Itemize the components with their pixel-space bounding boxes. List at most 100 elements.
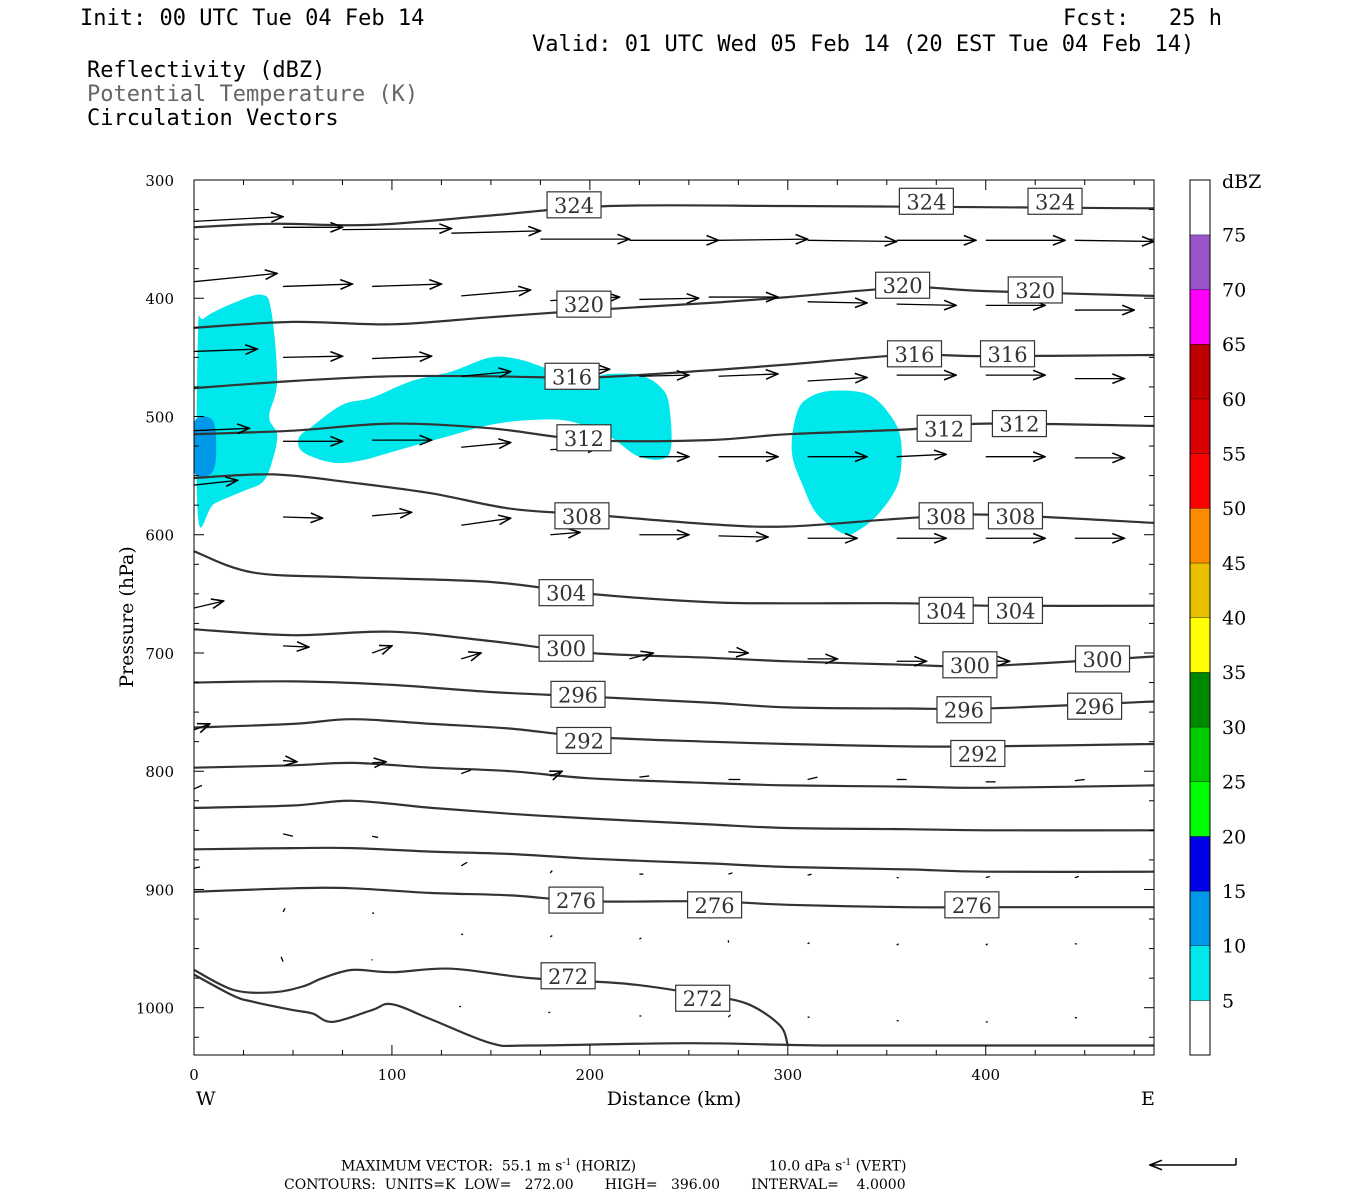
circulation-vector xyxy=(639,937,642,940)
contour-label: 300 xyxy=(1082,648,1122,672)
colorbar-bin xyxy=(1190,672,1210,727)
theta-contour-324 xyxy=(194,204,1154,229)
colorbar-bin xyxy=(1190,453,1210,509)
circulation-vector xyxy=(718,374,778,376)
y-tick-label: 900 xyxy=(145,881,174,899)
contour-info: CONTOURS: UNITS=K LOW= 272.00 HIGH= 396.… xyxy=(284,1177,906,1193)
circulation-vector xyxy=(451,231,540,233)
circulation-vector xyxy=(461,290,530,297)
valid-time: Valid: 01 UTC Wed 05 Feb 14 (20 EST Tue … xyxy=(532,32,1195,57)
reflectivity-area xyxy=(297,356,672,464)
circulation-vector xyxy=(372,512,412,516)
circulation-vector xyxy=(718,239,808,240)
contour-label: 272 xyxy=(683,987,723,1011)
circulation-vector xyxy=(461,372,510,377)
theta-contour-292 xyxy=(194,718,1154,748)
contour-label: 312 xyxy=(564,427,604,451)
colorbar-bin xyxy=(1190,890,1210,946)
colorbar-unit: dBZ xyxy=(1222,171,1261,193)
axes: 300 400 500 600 700 800 900 1000 0 100 200 300 400 xyxy=(136,172,1154,1084)
theta-contours xyxy=(194,204,1154,1048)
circulation-vector xyxy=(461,518,510,526)
circulation-vector xyxy=(461,653,481,659)
y-axis-title: Pressure (hPa) xyxy=(116,546,138,688)
theta-contour-272 xyxy=(194,967,789,1046)
colorbar-label: 65 xyxy=(1222,334,1246,356)
contour-label-box xyxy=(987,502,1044,530)
circulation-vector xyxy=(372,356,431,358)
y-tick-label: 700 xyxy=(145,645,174,663)
circulation-vector xyxy=(194,601,224,608)
circulation-vector xyxy=(283,284,352,286)
x-tick-label: 300 xyxy=(773,1066,802,1084)
colorbar-bin xyxy=(1190,617,1210,673)
contour-label: 292 xyxy=(958,742,998,766)
contour-label: 276 xyxy=(952,894,992,918)
contour-label-box xyxy=(936,696,992,724)
plot-frame xyxy=(193,179,1155,1056)
contour-label: 304 xyxy=(546,582,586,606)
contour-label-box xyxy=(538,634,594,662)
colorbar-label: 50 xyxy=(1222,498,1246,520)
y-tick-label: 400 xyxy=(145,290,174,308)
colorbar-bin xyxy=(1190,234,1210,290)
contour-label-box xyxy=(1074,645,1131,673)
contour-label: 316 xyxy=(552,365,592,389)
circulation-vector xyxy=(1074,1016,1078,1019)
contour-label: 296 xyxy=(558,683,598,707)
circulation-vector xyxy=(549,870,553,874)
contour-label-box xyxy=(987,596,1044,625)
contour-label-box xyxy=(554,502,610,530)
circulation-vector xyxy=(549,935,553,938)
colorbar-frame xyxy=(1189,179,1211,1056)
theta-contour-284 xyxy=(194,799,1154,832)
colorbar-label: 55 xyxy=(1222,443,1246,465)
contour-label: 300 xyxy=(546,637,586,661)
colorbar-bin xyxy=(1190,836,1210,891)
circulation-vector xyxy=(807,776,818,781)
x-tick-label: 400 xyxy=(971,1066,1000,1084)
colorbar-bin xyxy=(1190,1000,1210,1055)
circulation-vector xyxy=(639,298,698,299)
circulation-vector xyxy=(550,532,580,534)
contour-label-box xyxy=(918,596,974,625)
colorbar-bin xyxy=(1190,289,1210,345)
theta-contour-320 xyxy=(194,286,1154,329)
max-vector-horiz: MAXIMUM VECTOR: 55.1 m s-1 (HORIZ) xyxy=(341,1158,637,1175)
theta-contour-276 xyxy=(194,886,1154,909)
theta-contour-316 xyxy=(194,353,1154,390)
field-label-vectors: Circulation Vectors xyxy=(87,106,339,131)
circulation-vector xyxy=(460,769,472,775)
contour-label: 324 xyxy=(906,190,946,214)
circulation-vector xyxy=(194,217,283,222)
colorbar-bin xyxy=(1190,344,1210,399)
colorbar-label: 5 xyxy=(1222,990,1234,1012)
circulation-vector xyxy=(896,943,899,946)
circulation-vector xyxy=(807,302,867,303)
y-tick-label: 500 xyxy=(145,408,174,426)
contour-label-box xyxy=(944,891,1000,919)
contour-label: 304 xyxy=(995,599,1035,623)
circulation-vector xyxy=(629,653,653,659)
colorbar-label: 75 xyxy=(1222,225,1246,247)
contour-label-box xyxy=(886,340,943,368)
contour-label-box xyxy=(686,891,743,919)
y-tick-label: 1000 xyxy=(136,1000,174,1018)
circulation-vector xyxy=(896,304,956,305)
circulation-vector xyxy=(283,646,309,647)
colorbar-label: 60 xyxy=(1222,389,1246,411)
circulation-vectors xyxy=(194,217,1154,1023)
reflectivity-area xyxy=(194,416,217,477)
circulation-vector xyxy=(372,284,441,286)
circulation-vector xyxy=(342,228,451,229)
colorbar-label: 45 xyxy=(1222,553,1246,575)
x-tick-label: 0 xyxy=(189,1066,199,1084)
colorbar-label: 30 xyxy=(1222,717,1246,739)
max-vector-vert: 10.0 dPa s-1 (VERT) xyxy=(769,1158,907,1175)
contour-label: 308 xyxy=(562,505,602,529)
contour-label: 304 xyxy=(926,599,966,623)
circulation-vector xyxy=(283,517,323,518)
forecast-hour: Fcst: 25 h xyxy=(1063,6,1222,31)
contour-label-box xyxy=(556,726,612,755)
